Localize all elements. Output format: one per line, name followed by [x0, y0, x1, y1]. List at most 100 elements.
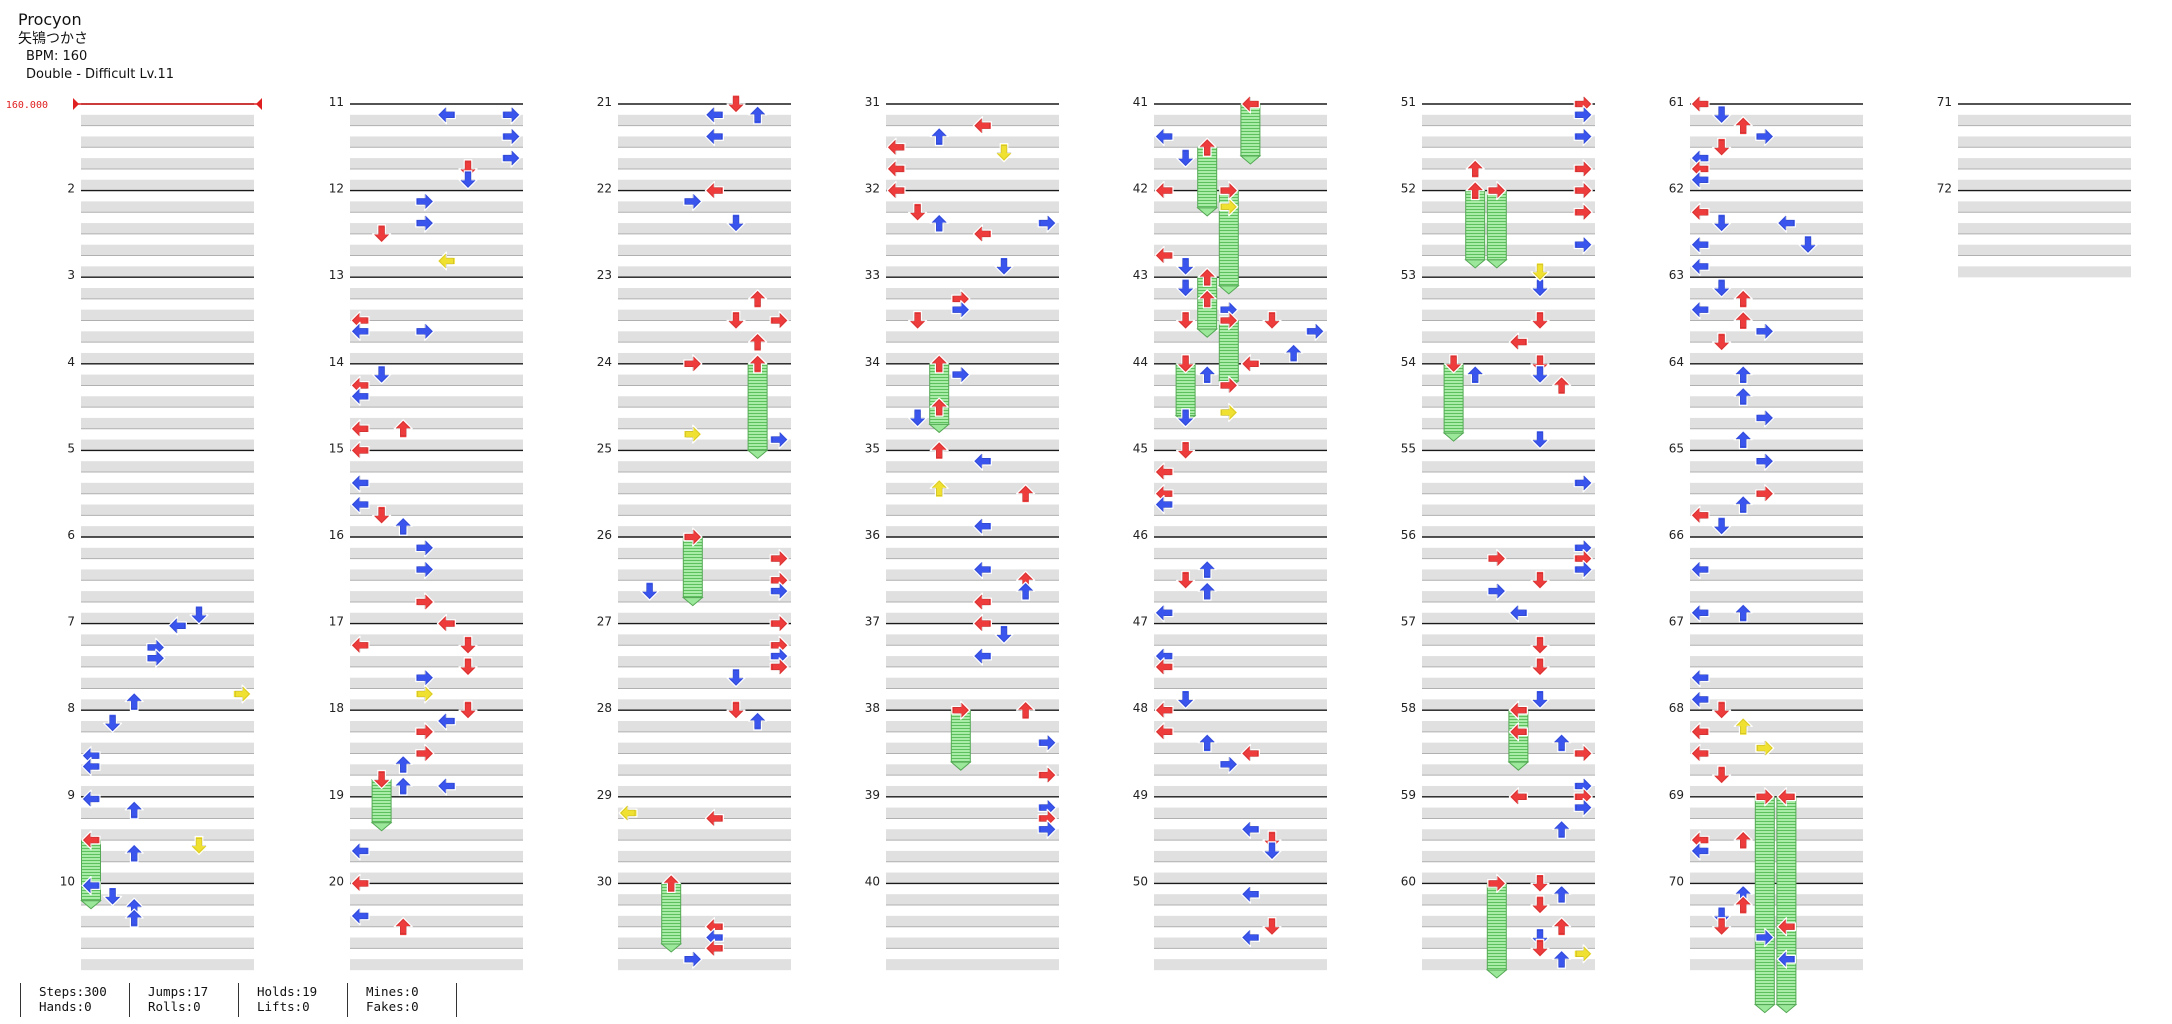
- arrow-icon: [1711, 278, 1732, 298]
- arrow-icon: [124, 691, 144, 712]
- rolls-count: Rolls:0: [148, 999, 201, 1014]
- beat-stripe: [81, 894, 254, 906]
- arrow-icon: [232, 684, 252, 704]
- beat-stripe: [81, 439, 254, 451]
- arrow-icon: [1175, 570, 1196, 590]
- beat-stripe: [1154, 569, 1327, 581]
- measure-label: 43: [1133, 268, 1148, 282]
- arrow-icon: [415, 592, 435, 612]
- arrow-icon: [1776, 949, 1797, 969]
- beat-stripe: [1422, 309, 1595, 321]
- measure-label: 61: [1669, 95, 1684, 109]
- beat-stripe: [1154, 374, 1327, 386]
- arrow-icon: [415, 684, 435, 704]
- measure-label: 5: [67, 441, 75, 455]
- beat-stripe: [81, 829, 254, 841]
- arrow-icon: [747, 354, 768, 374]
- arrow-icon: [102, 713, 123, 733]
- beat-stripe: [886, 937, 1059, 949]
- hold-tail: [1464, 259, 1487, 269]
- measure-label: 40: [865, 874, 880, 888]
- measure-label: 63: [1669, 268, 1684, 282]
- arrow-icon: [1755, 408, 1775, 428]
- measure-label: 57: [1401, 615, 1416, 629]
- beat-stripe: [350, 807, 523, 819]
- hold-tail: [746, 449, 769, 460]
- beat-stripe: [350, 634, 523, 646]
- measure-label: 29: [597, 788, 612, 802]
- beat-stripe: [1154, 504, 1327, 516]
- beat-stripe: [1154, 288, 1327, 299]
- arrow-icon: [1690, 743, 1710, 764]
- arrow-icon: [1487, 873, 1507, 894]
- beat-stripe: [1154, 439, 1327, 451]
- arrow-icon: [1154, 245, 1174, 266]
- measure-label: 72: [1937, 182, 1952, 196]
- beat-stripe: [1422, 612, 1595, 624]
- arrow-icon: [1219, 402, 1239, 423]
- beat-stripe: [1690, 699, 1863, 711]
- arrow-icon: [1690, 300, 1710, 320]
- beat-stripe: [886, 288, 1059, 299]
- measure-label: 30: [597, 874, 612, 888]
- arrow-icon: [1573, 944, 1593, 964]
- measure-label: 47: [1133, 615, 1148, 629]
- arrow-icon: [1755, 126, 1775, 147]
- beat-stripe: [1422, 785, 1595, 797]
- beat-stripe: [1154, 526, 1327, 538]
- beat-stripe: [81, 352, 254, 364]
- arrow-icon: [929, 213, 949, 233]
- arrow-icon: [1175, 689, 1196, 710]
- beat-stripe: [1690, 223, 1863, 235]
- arrow-icon: [1283, 343, 1304, 363]
- beat-stripe: [81, 309, 254, 321]
- hold-tail: [928, 423, 951, 434]
- hold-tail: [1196, 328, 1219, 338]
- arrow-icon: [350, 841, 370, 861]
- beat-stripe: [350, 591, 523, 603]
- measure-label: 2: [67, 182, 75, 196]
- arrow-icon: [1240, 743, 1261, 764]
- hold-note-icon: [747, 363, 768, 451]
- arrow-icon: [393, 419, 413, 439]
- beat-stripe: [1154, 158, 1327, 170]
- arrow-icon: [929, 478, 949, 498]
- arrow-icon: [1037, 213, 1057, 233]
- arrow-icon: [167, 616, 187, 636]
- arrow-icon: [1711, 700, 1732, 720]
- measure-label: 67: [1669, 615, 1684, 629]
- arrow-icon: [1733, 310, 1753, 331]
- arrow-icon: [1573, 473, 1593, 493]
- beat-stripe: [350, 785, 523, 797]
- hold-tail: [1775, 1004, 1798, 1014]
- beat-stripe: [618, 721, 791, 732]
- arrow-icon: [1530, 354, 1550, 374]
- beat-stripe: [1422, 764, 1595, 776]
- beat-stripe: [886, 634, 1059, 646]
- arrow-icon: [994, 624, 1014, 645]
- beat-stripe: [618, 201, 791, 213]
- hold-note-icon: [1776, 796, 1797, 1006]
- arrow-icon: [393, 776, 413, 796]
- hold-tail: [1753, 1004, 1776, 1014]
- beat-stripe: [1422, 244, 1595, 256]
- arrow-icon: [661, 873, 681, 894]
- arrow-icon: [1508, 603, 1529, 623]
- beat-stripe: [350, 656, 523, 668]
- beat-stripe: [618, 742, 791, 754]
- arrow-icon: [102, 886, 123, 907]
- beat-stripe: [350, 309, 523, 321]
- beat-stripe: [618, 309, 791, 321]
- arrow-icon: [1530, 635, 1550, 655]
- measure-label: 8: [67, 701, 75, 715]
- arrow-icon: [1733, 494, 1753, 515]
- beat-stripe: [1690, 591, 1863, 603]
- arrow-icon: [372, 505, 392, 525]
- arrow-icon: [350, 419, 370, 439]
- arrow-icon: [1175, 408, 1196, 428]
- arrow-icon: [907, 202, 928, 222]
- beat-stripe: [886, 331, 1059, 343]
- arrow-icon: [1465, 159, 1485, 179]
- arrow-icon: [726, 310, 746, 331]
- arrow-icon: [436, 251, 456, 271]
